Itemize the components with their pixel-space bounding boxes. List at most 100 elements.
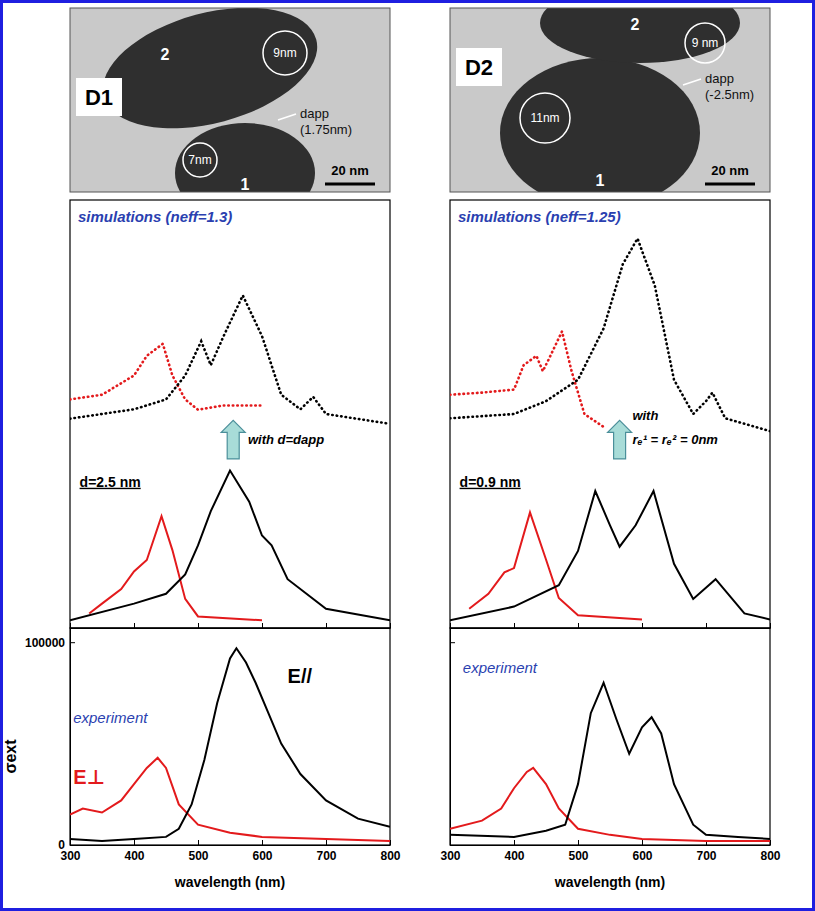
gap-label: dapp [705, 71, 734, 86]
y-axis [450, 629, 455, 846]
x-axis-title: wavelength (nm) [554, 874, 665, 890]
x-tick-mark [70, 623, 71, 628]
plot-data [450, 683, 770, 841]
y-axis-title: σext [2, 739, 19, 774]
x-tick-label: 600 [252, 849, 272, 863]
y-tick-label: 0 [58, 838, 65, 852]
panel-label: D1 [85, 85, 113, 110]
annotation: with d=dapp [248, 432, 324, 447]
plot-data [450, 239, 770, 621]
series-line [450, 683, 770, 839]
y-tick-mark [70, 642, 75, 643]
x-tick [578, 623, 579, 628]
x-tick-label: 500 [568, 849, 588, 863]
x-tick-mark [134, 840, 135, 845]
gap-marker [278, 114, 296, 120]
x-tick: 400 [504, 840, 524, 863]
y-tick: 0 [58, 838, 75, 852]
series-line [450, 491, 770, 620]
x-tick-label: 600 [632, 849, 652, 863]
x-tick: 500 [568, 840, 588, 863]
circle-label: 11nm [530, 111, 559, 125]
x-tick [642, 623, 643, 628]
x-tick-mark [578, 840, 579, 845]
gap-label: (1.75nm) [300, 122, 352, 137]
annotation: with [632, 408, 658, 423]
plot-frame [70, 628, 390, 845]
x-tick [326, 623, 327, 628]
annotation: rₑ¹ = rₑ² = 0nm [632, 432, 718, 447]
series-line [70, 648, 390, 841]
x-tick-mark [134, 623, 135, 628]
panel-title: experiment [73, 709, 148, 726]
particle [90, 8, 331, 150]
x-tick: 500 [188, 840, 208, 863]
x-tick-mark [770, 623, 771, 628]
y-tick: 100000 [25, 636, 75, 650]
x-tick [514, 623, 515, 628]
scale-bar-label: 20 nm [331, 163, 369, 178]
series-line [70, 470, 390, 620]
x-tick: 800 [760, 840, 780, 863]
x-tick: 700 [696, 840, 716, 863]
x-tick-mark [642, 623, 643, 628]
x-tick-mark [514, 623, 515, 628]
x-tick-mark [770, 840, 771, 845]
particle-label: 2 [631, 16, 640, 33]
annotation: d=0.9 nm [460, 474, 521, 490]
x-tick [450, 623, 451, 628]
series-label: E⊥ [73, 766, 105, 788]
series-line [469, 512, 642, 619]
x-tick-label: 500 [188, 849, 208, 863]
x-tick [706, 623, 707, 628]
particle [500, 58, 700, 192]
gap-marker [683, 79, 701, 85]
panel-title: experiment [463, 659, 538, 676]
x-tick-label: 400 [504, 849, 524, 863]
y-axis: 0 100000 [25, 629, 75, 853]
arrow [608, 420, 632, 459]
panel-label-box [76, 78, 122, 116]
x-tick-mark [706, 623, 707, 628]
x-tick-mark [326, 623, 327, 628]
circle-label: 9 nm [692, 36, 719, 50]
series-line [450, 768, 770, 841]
size-circle [183, 143, 217, 177]
chart-panel: simulations (neff=1.25) with rₑ¹ = rₑ² = 0… [450, 200, 771, 629]
scale-bar-label: 20 nm [711, 163, 749, 178]
x-tick [262, 623, 263, 628]
particle-label: 2 [161, 46, 170, 63]
x-tick-mark [578, 623, 579, 628]
chart-panel: 300400500600700800experimentwavelength (… [440, 628, 780, 890]
x-tick-label: 800 [380, 849, 400, 863]
particle-label: 1 [241, 176, 250, 193]
plot-data [70, 648, 390, 841]
x-tick: 600 [632, 840, 652, 863]
y-tick-mark [450, 845, 455, 846]
panel-label: D2 [465, 55, 493, 80]
arrow [221, 420, 245, 459]
x-tick-mark [262, 623, 263, 628]
x-tick-mark [514, 840, 515, 845]
image-frame [70, 8, 390, 192]
x-axis-line [451, 845, 771, 846]
x-tick-mark [198, 623, 199, 628]
particle-label: 1 [596, 172, 605, 189]
image-frame [450, 8, 770, 192]
y-tick [450, 845, 455, 846]
gap-label: dapp [300, 106, 329, 121]
series-label: E// [288, 665, 313, 687]
panel-title: simulations (neff=1.25) [458, 208, 621, 225]
scale-bar [325, 183, 375, 186]
size-circle [263, 31, 307, 75]
x-tick [134, 623, 135, 628]
circle-label: 9nm [273, 46, 296, 60]
plot-frame [450, 200, 770, 628]
x-tick [70, 623, 71, 628]
x-tick: 800 [380, 840, 400, 863]
x-tick-label: 800 [760, 849, 780, 863]
series-line [450, 331, 604, 426]
x-tick [390, 623, 391, 628]
series-line [450, 239, 770, 432]
figure: 129nm7nmdapp(1.75nm)D120 nm1211nm9 nmdap… [0, 0, 815, 911]
